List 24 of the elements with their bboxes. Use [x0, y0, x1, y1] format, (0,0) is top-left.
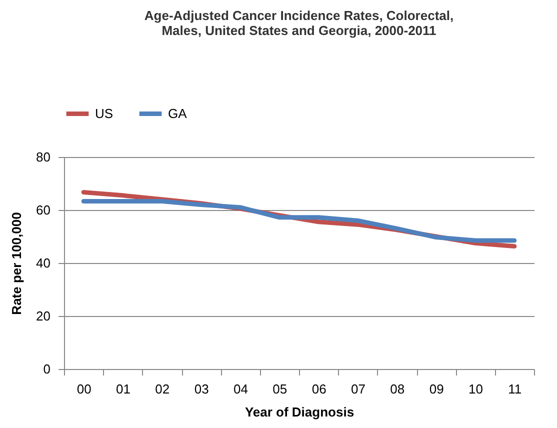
- x-tick-label: 04: [234, 382, 248, 396]
- x-tick-label: 09: [429, 382, 444, 396]
- text: Males, United States and Georgia, 2000-2011: [162, 23, 436, 38]
- y-tick-label: 80: [36, 150, 50, 164]
- y-tick-label: 20: [36, 308, 50, 324]
- text: Age-Adjusted Cancer Incidence Rates, Colorectal,: [144, 8, 454, 23]
- x-tick-label: 02: [155, 382, 170, 396]
- x-tick-label: 11: [508, 382, 522, 396]
- x-tick-label: 01: [116, 382, 130, 396]
- legend-label: GA: [168, 106, 188, 121]
- y-tick-label: 0: [43, 362, 50, 376]
- x-tick-label: 06: [312, 382, 326, 396]
- x-tick-label: 05: [272, 382, 288, 396]
- legend-label: US: [95, 106, 114, 121]
- y-axis-title: Rate per 100,000: [9, 212, 24, 315]
- y-tick-label: 60: [36, 202, 50, 218]
- y-tick-label: 40: [36, 256, 50, 270]
- x-tick-label: 08: [390, 382, 405, 396]
- x-tick-label: 10: [468, 382, 483, 396]
- line-series: [81, 199, 517, 243]
- x-tick-label: 07: [351, 382, 366, 396]
- x-axis-title: Year of Diagnosis: [244, 404, 354, 420]
- x-tick-label: 00: [76, 382, 92, 396]
- x-tick-label: 03: [194, 382, 209, 396]
